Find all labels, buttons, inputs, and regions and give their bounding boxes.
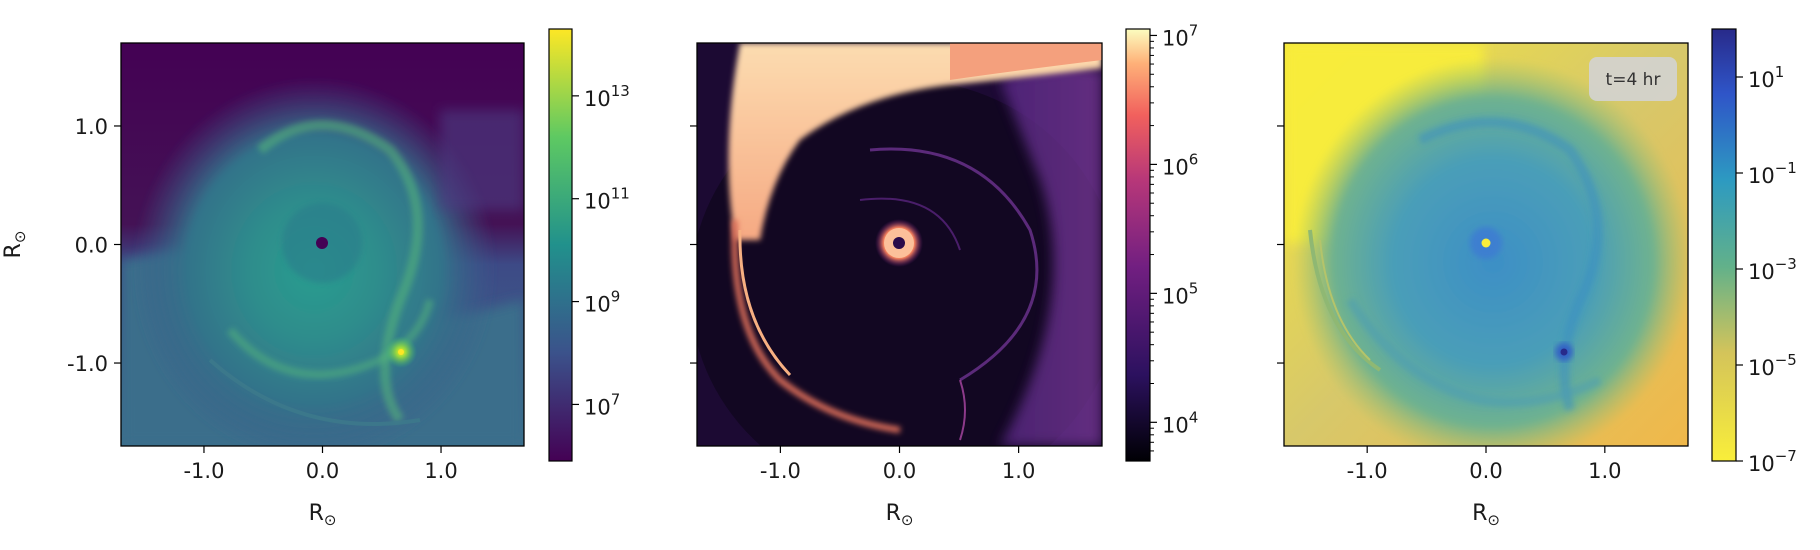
- right-colorbar-tick-label: 10−5: [1748, 351, 1797, 380]
- middle-colorbar: 107 106 105 104: [1125, 21, 1198, 462]
- middle-xaxis-label: R⊙: [886, 501, 914, 529]
- middle-colorbar-tick-label: 107: [1162, 21, 1198, 50]
- left-ytick-label: 0.0: [75, 234, 108, 258]
- left-colorbar-gradient: [549, 29, 572, 461]
- left-xtick-label: 1.0: [424, 459, 457, 483]
- right-xaxis-label: R⊙: [1472, 501, 1500, 529]
- middle-xtick-label: 1.0: [1002, 459, 1035, 483]
- middle-colorbar-tick-label: 104: [1162, 408, 1198, 437]
- right-colorbar-tick-label: 10−3: [1748, 255, 1797, 284]
- middle-panel: -1.0 0.0 1.0 R⊙: [690, 42, 1103, 529]
- right-xtick-label: 0.0: [1469, 459, 1502, 483]
- right-xtick-label: 1.0: [1588, 459, 1621, 483]
- right-colorbar: 101 10−1 10−3 10−5 10−7: [1711, 28, 1797, 476]
- time-annotation-label: t=4 hr: [1606, 70, 1661, 90]
- right-colorbar-tick-label: 101: [1748, 63, 1784, 92]
- left-xtick-label: -1.0: [183, 459, 224, 483]
- left-colorbar-tick-label: 107: [584, 390, 620, 419]
- middle-colorbar-gradient: [1126, 29, 1150, 461]
- left-colorbar: 1013 1011 109 107: [548, 28, 630, 462]
- right-colorbar-tick-label: 10−1: [1748, 159, 1797, 188]
- right-colorbar-tick-label: 10−7: [1748, 447, 1797, 476]
- left-yaxis-label: R⊙: [1, 231, 29, 259]
- left-heatmap-image: [121, 43, 524, 446]
- right-panel: t=4 hr -1.0 0.0 1.0 R⊙: [1277, 42, 1689, 529]
- left-ytick-label: 1.0: [75, 115, 108, 139]
- middle-xtick-label: 0.0: [883, 459, 916, 483]
- left-colorbar-tick-label: 1011: [584, 185, 630, 214]
- middle-colorbar-tick-label: 105: [1162, 279, 1198, 308]
- left-xaxis-label: R⊙: [309, 501, 337, 529]
- right-heatmap-image: [1284, 43, 1688, 446]
- middle-xtick-label: -1.0: [760, 459, 801, 483]
- time-annotation-badge: [1589, 57, 1677, 101]
- right-colorbar-gradient: [1712, 29, 1736, 461]
- left-ytick-label: -1.0: [67, 352, 108, 376]
- right-xtick-label: -1.0: [1347, 459, 1388, 483]
- middle-colorbar-tick-label: 106: [1162, 150, 1198, 179]
- left-panel: -1.0 0.0 1.0 R⊙ 1.0 0.0 -1.0 R⊙: [1, 42, 525, 529]
- left-colorbar-tick-label: 1013: [584, 82, 630, 111]
- middle-heatmap-image: [697, 43, 1102, 446]
- left-xtick-label: 0.0: [306, 459, 339, 483]
- left-colorbar-tick-label: 109: [584, 288, 620, 317]
